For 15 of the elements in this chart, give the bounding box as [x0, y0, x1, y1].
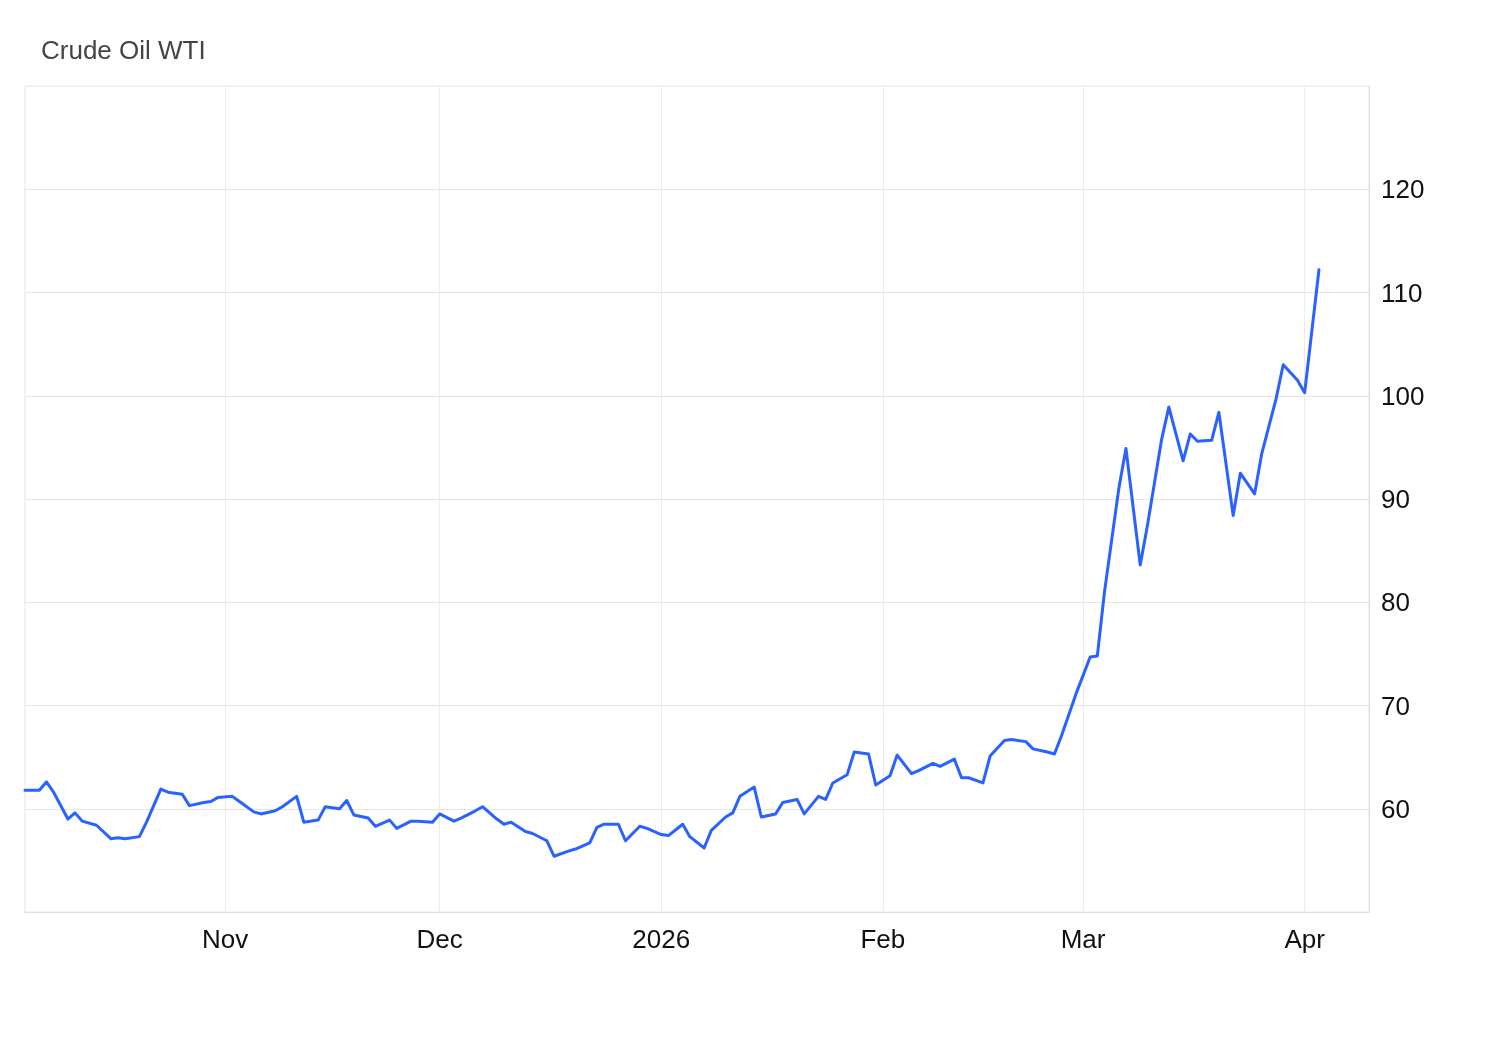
x-tick-label: Mar	[1060, 924, 1106, 954]
y-tick-label: 70	[1381, 690, 1410, 721]
chart-title: Crude Oil WTI	[41, 35, 206, 65]
y-tick-label: 120	[1381, 174, 1425, 205]
x-tick-label: Dec	[416, 924, 463, 954]
x-tick-label: Apr	[1284, 924, 1326, 954]
x-tick-label: 2026	[632, 924, 691, 954]
y-tick-label: 80	[1381, 587, 1410, 618]
y-tick-label: 100	[1381, 380, 1425, 411]
line-series	[23, 268, 1321, 858]
y-tick-label: 110	[1381, 277, 1423, 308]
y-tick-label: 90	[1381, 484, 1410, 514]
y-tick-label: 60	[1381, 793, 1410, 824]
x-tick-label: Nov	[202, 924, 249, 954]
x-tick-label: Feb	[860, 924, 906, 954]
